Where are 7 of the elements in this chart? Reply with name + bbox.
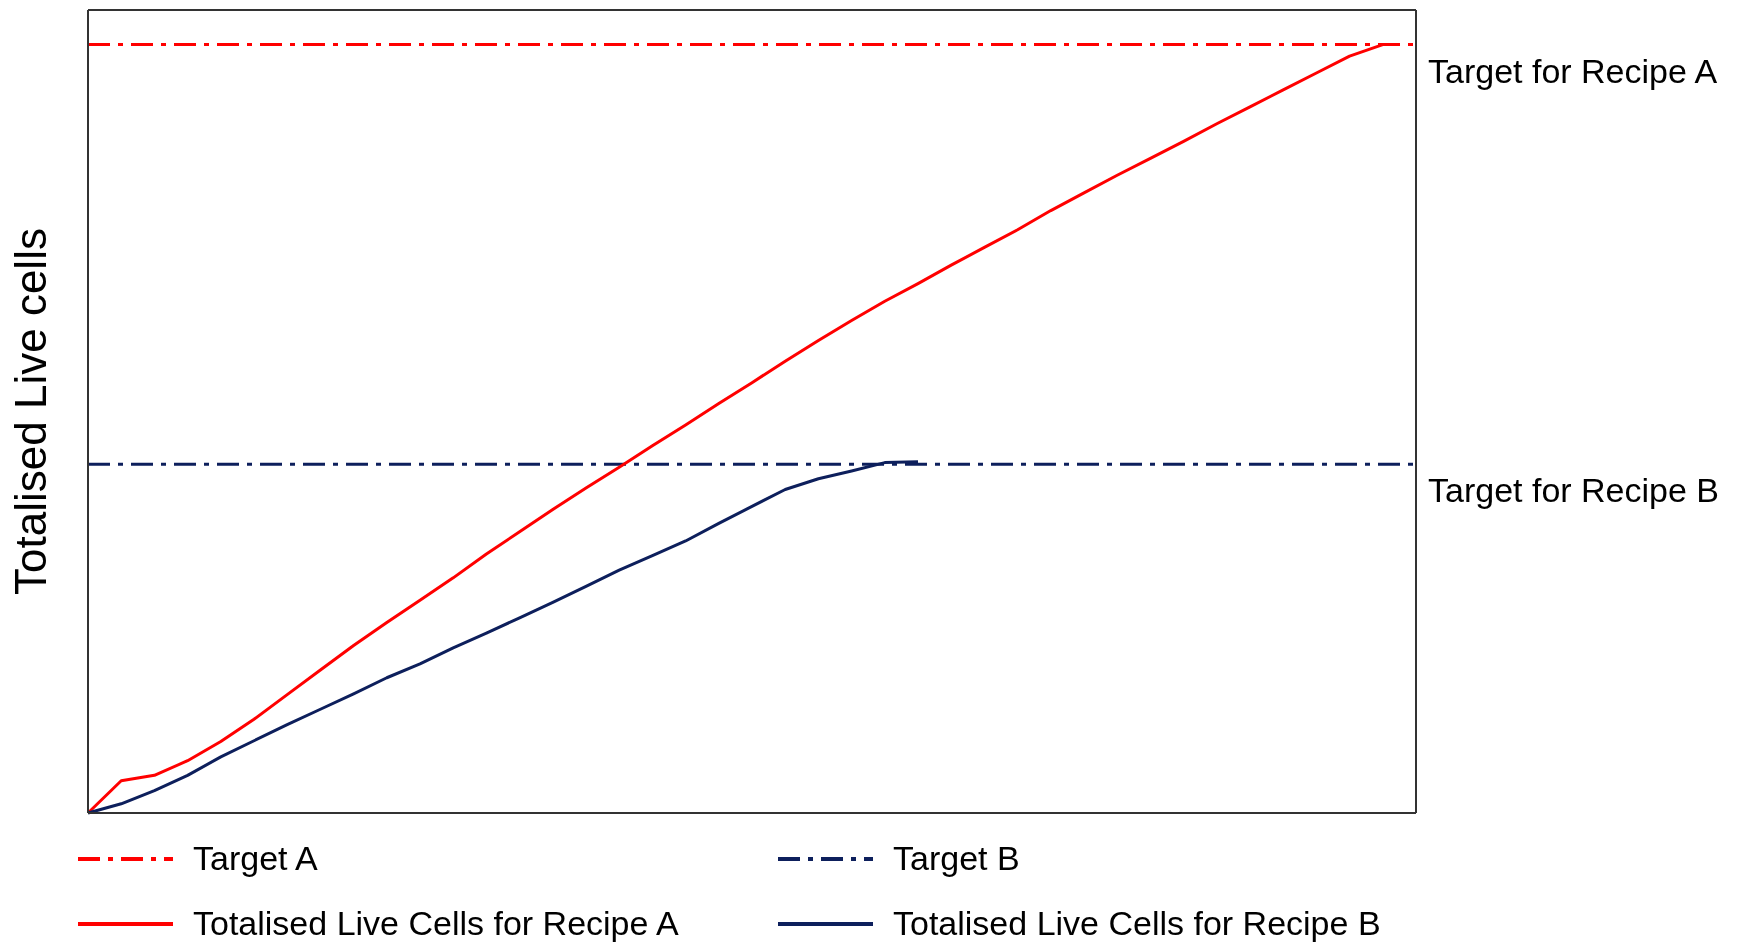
legend-label: Totalised Live Cells for Recipe B	[893, 904, 1381, 943]
text: Target for Recipe B	[1428, 471, 1720, 510]
y-axis-title: Totalised Live cells	[5, 228, 55, 595]
legend-label: Totalised Live Cells for Recipe A	[193, 904, 679, 943]
legend-label: Target A	[193, 839, 318, 878]
legend-label: Target B	[893, 839, 1020, 878]
text: Target for Recipe A	[1428, 51, 1718, 90]
